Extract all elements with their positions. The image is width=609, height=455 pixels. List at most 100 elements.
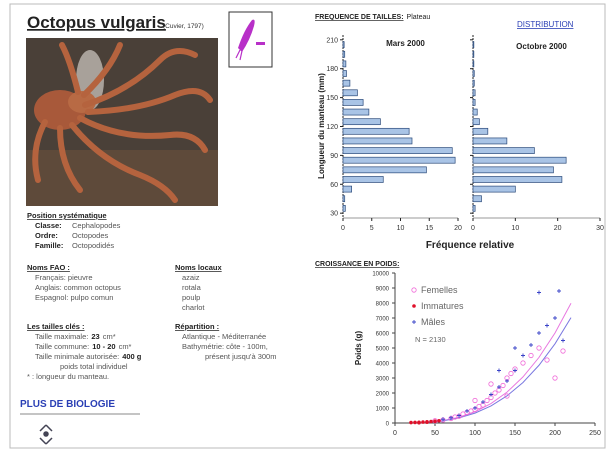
bar (343, 61, 346, 67)
legend-label: Femelles (421, 285, 458, 295)
y-axis-label: Poids (g) (354, 331, 363, 366)
legend-marker (412, 304, 416, 308)
size-row: Taille minimale autorisée:400 g (35, 352, 142, 361)
point (417, 421, 421, 425)
chart-subtitle: Mars 2000 (386, 39, 425, 48)
bar (473, 205, 475, 211)
row-label: Classe: (35, 221, 62, 230)
bar (473, 167, 553, 173)
chart-title: CROISSANCE EN POIDS: (315, 261, 399, 268)
section-heading: Position systématique (27, 211, 107, 220)
size-part: Taille maximale: (35, 332, 88, 341)
size-part: cm* (103, 332, 116, 341)
section-heading: Noms FAO : (27, 263, 70, 272)
y-tick-label: 150 (326, 95, 338, 102)
bar (343, 51, 345, 57)
bar (473, 61, 474, 67)
x-tick-label: 0 (393, 430, 397, 437)
bar (343, 176, 383, 182)
x-tick-label: 200 (549, 430, 561, 437)
y-tick-label: 3000 (376, 377, 390, 383)
bar (473, 51, 474, 57)
legend-label: Immatures (421, 301, 464, 311)
footnote: * : longueur du manteau. (27, 372, 109, 381)
bar (343, 80, 350, 86)
y-tick-label: 2000 (376, 392, 390, 398)
point (409, 421, 413, 425)
bar (473, 109, 477, 115)
x-tick-label: 0 (471, 225, 475, 232)
x-tick-label: 250 (589, 430, 601, 437)
row-value: Octopodidés (72, 241, 114, 250)
section-heading: Noms locaux (175, 263, 223, 272)
local-name: charlot (182, 303, 205, 312)
size-row: Taille maximale:23 cm* (35, 332, 116, 341)
bar (343, 138, 412, 144)
size-part: cm* (119, 342, 132, 351)
y-tick-label: 6000 (376, 332, 390, 338)
y-tick-label: 4000 (376, 362, 390, 368)
x-tick-label: 100 (469, 430, 481, 437)
x-tick-label: 50 (431, 430, 439, 437)
y-tick-label: 60 (330, 182, 338, 189)
bar (473, 119, 479, 125)
bar (343, 42, 344, 48)
note: N = 2130 (415, 335, 446, 344)
distribution-link[interactable]: DISTRIBUTION (517, 20, 574, 29)
x-axis-label: Fréquence relative (426, 240, 515, 251)
bar (343, 157, 455, 163)
biology-link[interactable]: PLUS DE BIOLOGIE (20, 399, 115, 410)
size-part: Taille commune: (35, 342, 89, 351)
page: Octopus vulgaris (Cuvier, 1797) Position… (0, 0, 609, 450)
x-tick-label: 20 (554, 225, 562, 232)
bar (343, 128, 409, 134)
chart-subtitle: Octobre 2000 (516, 42, 567, 51)
heading: FREQUENCE DE TAILLES: (315, 14, 404, 21)
point (425, 420, 429, 424)
local-name: poulp (182, 293, 200, 302)
local-name: rotala (182, 283, 202, 292)
y-tick-label: 8000 (376, 302, 390, 308)
y-tick-label: 90 (330, 153, 338, 160)
y-tick-label: 5000 (376, 347, 390, 353)
x-tick-label: 20 (454, 225, 462, 232)
size-part: Taille minimale autorisée: (35, 352, 119, 361)
bar (473, 148, 534, 154)
row-label: Ordre: (35, 231, 58, 240)
bar (343, 148, 452, 154)
bar (473, 128, 488, 134)
title: Octopus vulgaris (27, 13, 166, 32)
bar (343, 205, 345, 211)
bar (473, 90, 475, 96)
x-tick-label: 5 (370, 225, 374, 232)
location: Plateau (407, 14, 431, 21)
bar (473, 176, 562, 182)
distribution-row: présent jusqu'à 300m (205, 352, 276, 361)
x-tick-label: 150 (509, 430, 521, 437)
local-name: azaiz (182, 273, 200, 282)
bar (343, 90, 357, 96)
bar (343, 167, 426, 173)
size-part: 23 (91, 332, 99, 341)
x-tick-label: 30 (596, 225, 604, 232)
point (421, 420, 425, 424)
bar (473, 80, 474, 86)
fao-name: Français: pieuvre (35, 273, 93, 282)
row-label: Famille: (35, 241, 63, 250)
bar (473, 138, 507, 144)
distribution-row: Bathymétrie: côte - 100m, (182, 342, 268, 351)
fao-name: Espagnol: pulpo comun (35, 293, 113, 302)
x-tick-label: 10 (397, 225, 405, 232)
y-tick-label: 10000 (372, 272, 389, 278)
bar (343, 71, 346, 77)
bar (473, 186, 515, 192)
bar (343, 119, 380, 125)
y-tick-label: 120 (326, 124, 338, 131)
section-heading: Répartition : (175, 322, 219, 331)
fao-name: Anglais: common octopus (35, 283, 121, 292)
y-tick-label: 1000 (376, 407, 390, 413)
point (413, 421, 417, 425)
row-value: Cephalopodes (72, 221, 121, 230)
bar (343, 186, 352, 192)
size-part: 10 - 20 (92, 342, 115, 351)
